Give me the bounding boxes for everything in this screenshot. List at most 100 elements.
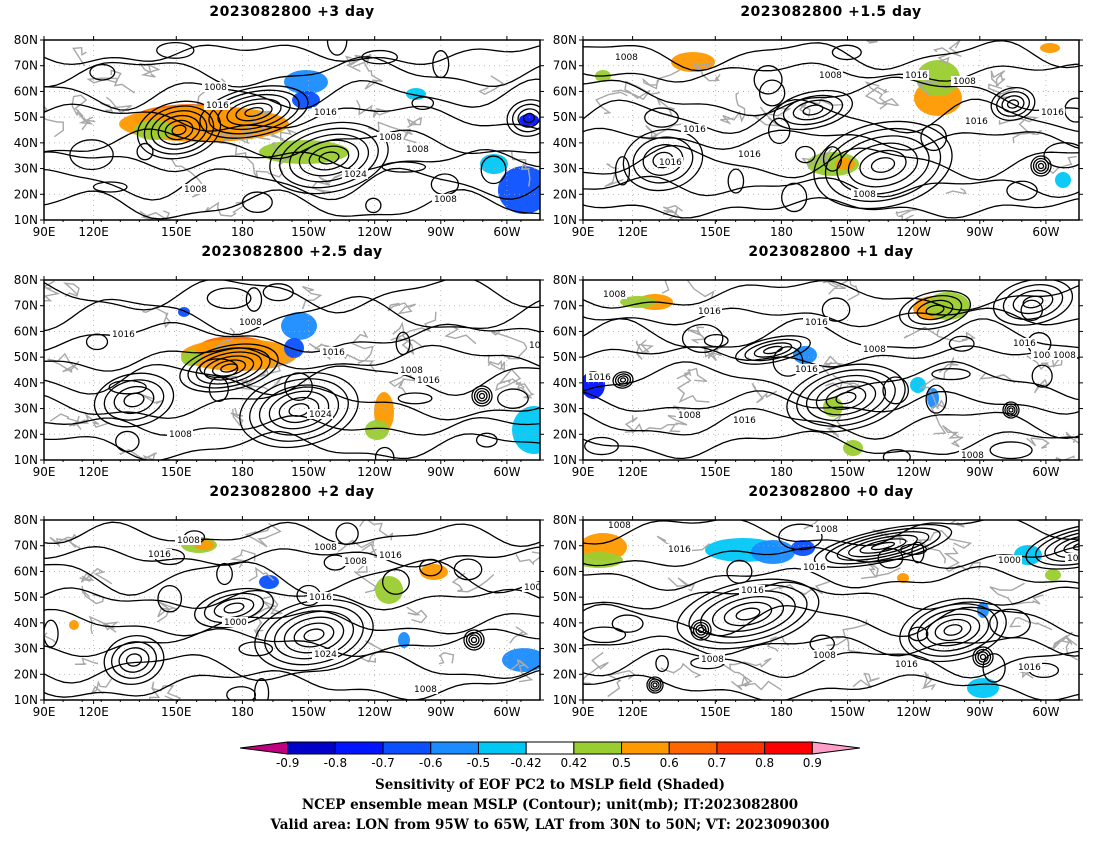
colorbar-tick-label: -0.42: [510, 756, 542, 770]
lat-tick-label: 80N: [14, 513, 38, 527]
lat-tick-label: 70N: [14, 539, 38, 553]
lon-tick-label: 120W: [896, 225, 931, 239]
colorbar-swatch: [239, 741, 289, 755]
lat-tick-label: 70N: [14, 59, 38, 73]
lon-tick-label: 120W: [357, 705, 392, 719]
lat-tick-label: 60N: [14, 84, 38, 98]
contour-label: 1016: [698, 307, 721, 317]
contour-label: 1008: [863, 345, 886, 355]
colorbar-tick-label: -0.9: [275, 756, 300, 770]
sensitivity-patch: [967, 678, 999, 698]
lon-tick-label: 120E: [617, 705, 648, 719]
lon-tick-label: 90W: [966, 225, 993, 239]
lon-tick-label: 150W: [830, 465, 865, 479]
contour-label: 1008: [239, 318, 262, 328]
contour-label: 1008: [813, 651, 836, 661]
lon-tick-label: 120E: [78, 465, 109, 479]
lat-tick-label: 20N: [553, 667, 577, 681]
map-plot: 1008 1008 1016 1008 1016 1016 1008 1016 1016 1016…: [553, 33, 1083, 239]
contour-label: 1008: [414, 685, 437, 695]
lat-tick-label: 10N: [14, 693, 38, 707]
contour-label: 1008: [169, 430, 192, 440]
sensitivity-patch: [897, 573, 909, 583]
colorbar-tick-label: 0.6: [659, 756, 679, 770]
map-panel-p3: 2023082800 +2.5 day 1016 1008 1016 1008 1016 1…: [14, 244, 544, 479]
lon-tick-label: 180: [770, 705, 793, 719]
sensitivity-patch: [1055, 172, 1071, 188]
lon-tick-label: 90E: [572, 465, 595, 479]
panel-title: 2023082800 +2 day: [209, 484, 375, 500]
lon-tick-label: 90E: [33, 465, 56, 479]
contour-label: 1016: [379, 551, 402, 561]
lon-tick-label: 120W: [357, 465, 392, 479]
lat-tick-label: 50N: [553, 590, 577, 604]
graticule: [44, 40, 540, 220]
lon-tick-label: 150E: [161, 705, 192, 719]
colorbar-swatch: [811, 741, 861, 755]
contour-label: 1008: [819, 71, 842, 81]
mslp-contours: [583, 40, 1079, 219]
lat-tick-label: 80N: [14, 273, 38, 287]
lon-tick-label: 60W: [493, 705, 520, 719]
lon-tick-label: 120E: [78, 705, 109, 719]
lon-tick-label: 90E: [33, 225, 56, 239]
lon-tick-label: 60W: [1032, 705, 1059, 719]
lat-tick-label: 80N: [553, 33, 577, 47]
contour-label: 1016: [795, 365, 818, 375]
sensitivity-patch: [843, 440, 863, 456]
lon-tick-label: 120W: [357, 225, 392, 239]
lon-tick-label: 120E: [617, 225, 648, 239]
contour-label: 1016: [314, 108, 337, 118]
coastlines: [624, 280, 1079, 460]
lon-tick-label: 180: [231, 705, 254, 719]
lon-tick-label: 90W: [427, 705, 454, 719]
lat-tick-label: 30N: [14, 642, 38, 656]
lat-tick-label: 50N: [14, 590, 38, 604]
contour-label: 1008: [701, 655, 724, 665]
sensitivity-patch: [977, 602, 989, 618]
graticule: [583, 520, 1079, 700]
contour-label: 1024: [344, 170, 367, 180]
lon-tick-label: 150E: [700, 705, 731, 719]
lat-tick-label: 40N: [553, 616, 577, 630]
map-panel-p6: 2023082800 +0 day 1008 1016 1008 1016 1000 101…: [553, 484, 1083, 719]
lon-tick-label: 60W: [1032, 465, 1059, 479]
sensitivity-patch: [375, 576, 403, 604]
lat-tick-label: 20N: [553, 427, 577, 441]
colorbar-tick-label: -0.6: [419, 756, 443, 770]
lon-tick-label: 150W: [291, 225, 326, 239]
contour-label: 1008: [434, 195, 457, 205]
lat-tick-label: 70N: [14, 299, 38, 313]
contour-label: 1008: [314, 543, 337, 553]
lon-tick-label: 150E: [700, 465, 731, 479]
contour-label: 1024: [309, 410, 332, 420]
sensitivity-patch: [284, 338, 304, 358]
lon-tick-label: 60W: [1032, 225, 1059, 239]
contour-label: 1008: [204, 83, 227, 93]
lon-tick-label: 180: [770, 225, 793, 239]
contour-label: 1008: [184, 185, 207, 195]
contour-label: 1016: [417, 376, 440, 386]
lon-tick-label: 90W: [427, 465, 454, 479]
contour-label: 1016: [322, 348, 345, 358]
panel-title: 2023082800 +2.5 day: [201, 244, 383, 260]
mslp-contours: [583, 280, 1079, 460]
lon-tick-label: 60W: [493, 465, 520, 479]
colorbar-tick-label: -0.8: [323, 756, 348, 770]
contour-label: 1008: [1053, 351, 1076, 361]
contour-label: 1008: [406, 145, 429, 155]
sensitivity-patch: [480, 154, 508, 174]
lon-tick-label: 90E: [572, 225, 595, 239]
sensitivity-patch: [284, 70, 328, 94]
contour-label: 1008: [608, 521, 631, 531]
lat-tick-label: 30N: [14, 162, 38, 176]
map-panel-p2: 2023082800 +1.5 day 1008 1008 1016 1008 1016 1…: [553, 4, 1083, 239]
lat-tick-label: 50N: [14, 350, 38, 364]
colorbar-tick-label: 0.5: [611, 756, 632, 770]
contour-label: 1016: [1013, 339, 1036, 349]
lat-tick-label: 20N: [14, 427, 38, 441]
colorbar-swatch: [573, 741, 623, 755]
lon-tick-label: 120E: [617, 465, 648, 479]
lat-tick-label: 40N: [14, 136, 38, 150]
colorbar-swatch: [287, 741, 336, 755]
